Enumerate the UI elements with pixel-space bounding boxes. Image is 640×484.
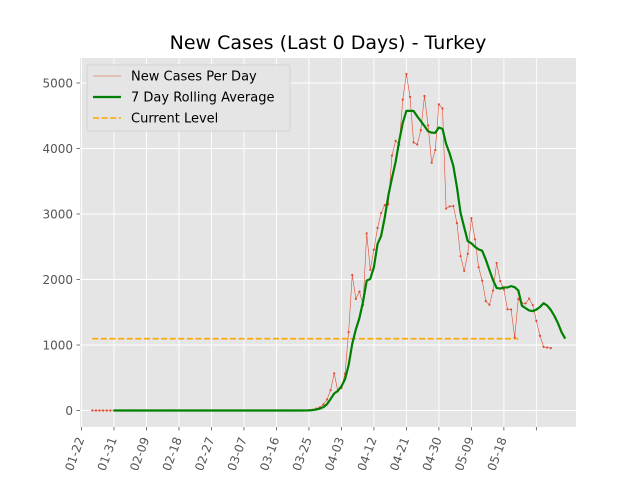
daily-cases-point [542,345,545,348]
daily-cases-point [102,409,105,412]
daily-cases-point [333,372,336,375]
daily-cases-point [459,255,462,258]
daily-cases-point [430,161,433,164]
daily-cases-point [105,409,108,412]
legend-label: 7 Day Rolling Average [131,91,274,106]
daily-cases-point [416,143,419,146]
daily-cases-point [394,139,397,142]
daily-cases-point [448,205,451,208]
daily-cases-point [354,297,357,300]
daily-cases-point [452,204,455,208]
legend-frame [86,64,291,132]
daily-cases-point [445,207,448,210]
y-tick-label: 1000 [42,339,73,353]
daily-cases-point [466,252,469,255]
daily-cases-point [513,336,516,339]
y-tick-label: 5000 [42,77,73,91]
y-tick-label: 4000 [42,142,73,156]
daily-cases-point [369,268,372,271]
daily-cases-point [94,409,98,412]
daily-cases-point [423,94,426,98]
daily-cases-point [434,148,437,152]
daily-cases-point [347,331,350,334]
daily-cases-point [481,279,484,282]
daily-cases-point [358,290,361,293]
daily-cases-point [441,107,444,110]
daily-cases-point [524,302,527,305]
daily-cases-point [98,409,101,412]
daily-cases-point [549,347,552,350]
daily-cases-point [463,269,466,273]
daily-cases-point [380,212,383,215]
daily-cases-point [531,303,534,307]
y-tick-label: 2000 [42,273,73,287]
daily-cases-point [351,273,354,277]
y-tick-label: 0 [65,404,73,418]
daily-cases-point [491,289,495,292]
daily-cases-point [91,409,94,412]
daily-cases-point [383,204,386,207]
daily-cases-point [502,288,505,291]
daily-cases-point [495,261,498,265]
daily-cases-point [455,222,459,225]
daily-cases-point [546,346,549,349]
daily-cases-point [499,279,502,283]
daily-cases-point [470,217,473,220]
daily-cases-point [419,128,422,132]
daily-cases-point [329,389,332,392]
legend-label: New Cases Per Day [131,70,257,85]
daily-cases-point [401,98,404,101]
daily-cases-point [376,226,379,230]
daily-cases-point [405,72,408,76]
daily-cases-point [412,141,415,144]
daily-cases-point [365,232,368,235]
chart-title: New Cases (Last 0 Days) - Turkey [170,32,487,54]
daily-cases-point [426,124,430,127]
daily-cases-point [372,248,376,251]
daily-cases-point [517,297,520,300]
daily-cases-point [488,303,491,306]
y-tick-label: 3000 [42,208,73,222]
daily-cases-point [322,403,325,406]
daily-cases-point [538,334,542,337]
daily-cases-point [535,319,538,322]
daily-cases-point [109,409,112,412]
daily-cases-point [325,398,329,401]
legend-label: Current Level [131,112,218,127]
daily-cases-point [408,95,412,98]
daily-cases-point [477,266,480,269]
legend: New Cases Per Day 7 Day Rolling Average Cu… [86,64,291,132]
series-layer [91,72,567,412]
daily-cases-point [509,308,513,311]
rolling-average-line [113,109,567,412]
daily-cases-point [390,154,394,157]
daily-cases-point [528,297,531,300]
daily-cases-point [473,238,477,241]
daily-cases-point [506,308,509,311]
daily-cases-point [437,103,440,106]
daily-cases-point [484,300,487,303]
